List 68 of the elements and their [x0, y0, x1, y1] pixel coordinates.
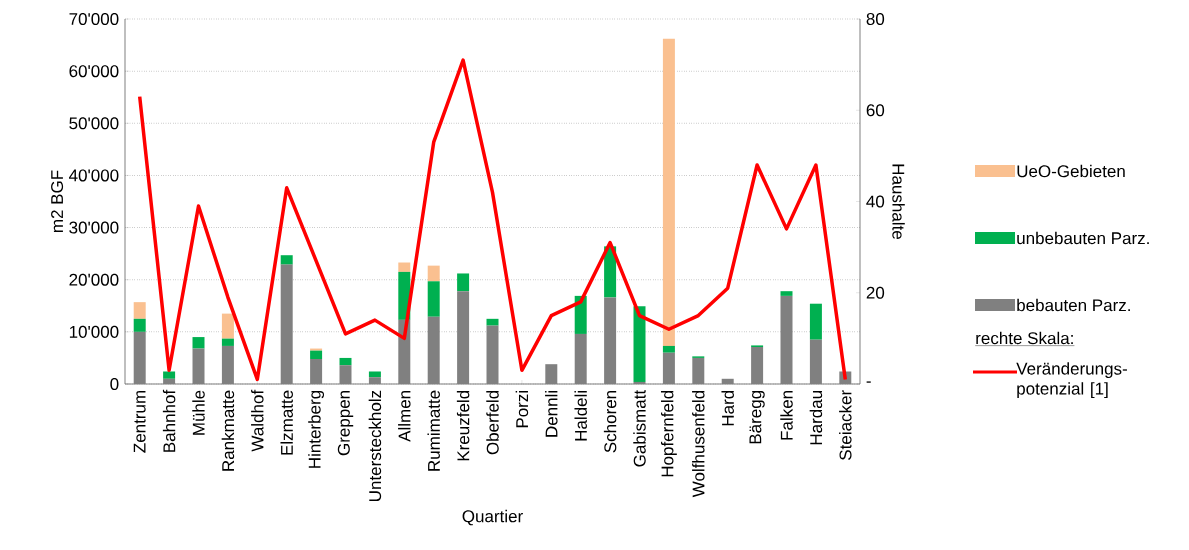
x-tick-label: Kreuzfeld [456, 390, 470, 461]
bar [427, 281, 440, 317]
bar [368, 371, 381, 378]
bar [133, 318, 146, 332]
x-tick-label: Rankmatte [221, 390, 235, 471]
y-axis-title: m2 BGF [51, 170, 64, 233]
y-tick-label: 30'000 [69, 221, 119, 234]
bar [280, 255, 293, 265]
y-tick-label: 40'000 [69, 169, 119, 182]
y-tick-label: 70'000 [69, 12, 119, 26]
x-tick-label: Mühle [192, 390, 205, 435]
x-tick-label: Hard [721, 390, 734, 426]
x-tick-label: Bahnhof [162, 389, 176, 452]
bar [192, 337, 205, 349]
x-tick-label: Porzi [515, 391, 529, 428]
x-tick-label: Wolfhusenfeld [692, 390, 705, 498]
bar [633, 306, 646, 382]
bar [398, 262, 411, 272]
legend-label: UeO-Gebieten [1017, 164, 1125, 178]
x-tick-label: Zentrum [133, 390, 146, 453]
legend-label: unbebauten Parz. [1017, 231, 1149, 245]
x-tick-label: Bäregg [749, 390, 765, 444]
y2-tick-label: 80 [866, 12, 885, 26]
bar [339, 357, 352, 366]
bar [221, 313, 234, 339]
x-tick-label: Waldhof [251, 389, 264, 452]
bar [427, 265, 440, 282]
x-tick-label: Schoren [603, 390, 617, 453]
text: rechte Skala: [976, 331, 1073, 345]
y2-axis-title: Haushalte [892, 164, 905, 240]
x-tick-label: Rumimatte [427, 390, 440, 471]
legend-label: Veränderungs-potenzial [1] [1016, 362, 1127, 399]
bar [163, 371, 176, 379]
bar [310, 350, 323, 359]
y2-tick-label: 60 [866, 104, 885, 117]
y-tick-label: 0 [110, 377, 119, 391]
bar [457, 273, 470, 292]
x-tick-label: Falken [780, 390, 793, 440]
bar [310, 348, 323, 351]
bar [780, 291, 793, 296]
x-tick-label: Allmen [398, 390, 411, 442]
y-tick-label: 20'000 [69, 273, 119, 286]
y-tick-label: 50'000 [69, 117, 119, 130]
bar [133, 302, 146, 319]
y-tick-label: 60'000 [69, 65, 119, 78]
bar [662, 345, 675, 353]
x-tick-label: Dennli [545, 391, 558, 437]
x-tick-label: Hardau [809, 391, 823, 445]
x-tick-label: Oberfeld [486, 390, 499, 455]
bar [662, 38, 675, 346]
x-tick-label: Steiacker [839, 390, 852, 460]
bar [809, 303, 822, 340]
x-tick-label: Greppen [337, 390, 354, 456]
bar [221, 338, 234, 346]
y2-tick-label: - [866, 381, 871, 383]
legend-label: bebauten Parz. [1017, 298, 1130, 312]
y2-tick-label: 40 [866, 195, 885, 208]
x-tick-label: Hinterberg [308, 390, 325, 468]
x-tick-label: Haldeli [574, 391, 587, 441]
x-tick-label: Elzmatte [280, 390, 293, 455]
y2-tick-label: 20 [866, 286, 885, 299]
x-axis-title: Quartier [462, 509, 523, 526]
x-tick-label: Gabismatt [633, 390, 646, 467]
y-tick-label: 10'000 [69, 325, 119, 338]
bar [486, 318, 499, 326]
x-tick-label: Untersteckholz [368, 390, 382, 501]
bar [574, 295, 587, 334]
x-tick-label: Hopfernfeld [660, 390, 677, 477]
